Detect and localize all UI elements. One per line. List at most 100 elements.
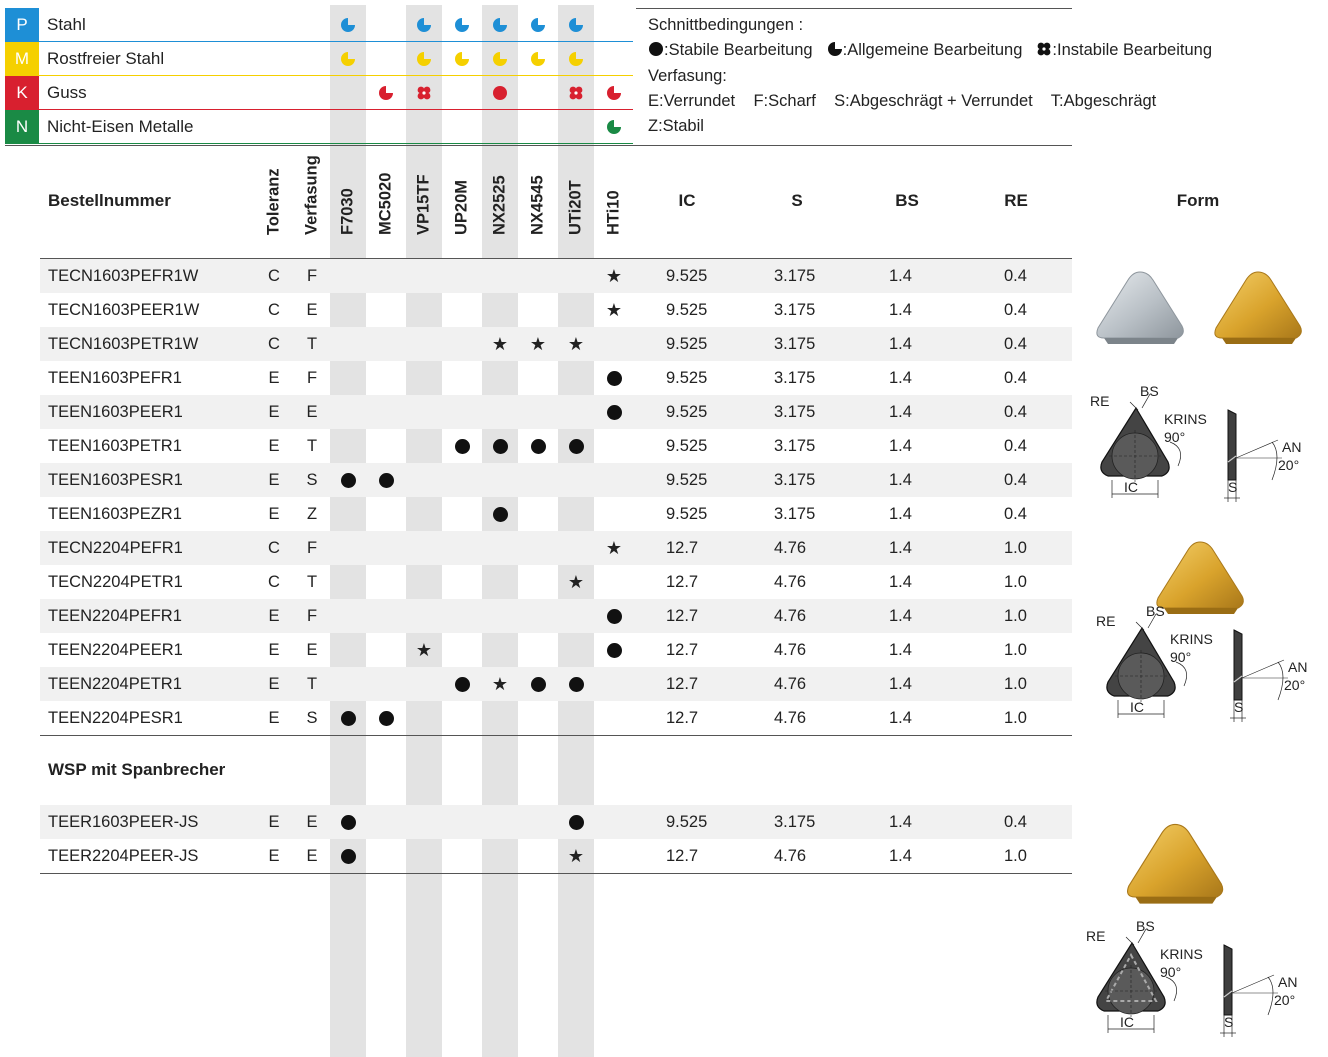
stable-dot-mark [450, 429, 474, 463]
ic-value: 9.525 [666, 334, 708, 353]
chamfer-value: E [306, 300, 318, 319]
chamfer-z: Z:Stabil [648, 117, 704, 135]
ic-value: 12.7 [666, 572, 699, 591]
header-tolerance-text: Toleranz [264, 168, 283, 235]
re-value: 1.0 [1004, 538, 1027, 557]
table-row: TECN2204PEFR1 C F ★ 12.7 4.76 1.4 1.0 [40, 531, 1072, 565]
header-bottom-line [40, 258, 1072, 259]
order-number: TEEN1603PEZR1 [48, 504, 182, 523]
re-value: 0.4 [1004, 470, 1027, 489]
header-grade-text: UTi20T [566, 180, 585, 235]
tolerance-value: E [268, 674, 280, 693]
header-grade: NX2525 [487, 150, 513, 254]
material-mark-allgemein [568, 17, 584, 33]
chamfer-value: E [306, 402, 318, 421]
s-value: 3.175 [774, 368, 816, 387]
order-number: TECN1603PEFR1W [48, 266, 199, 285]
material-row-n: N Nicht-Eisen Metalle [5, 110, 633, 144]
table-row: TEEN1603PETR1 E T 9.525 3.175 1.4 0.4 [40, 429, 1072, 463]
ic-value: 9.525 [666, 504, 708, 523]
table-row: TEEN2204PEFR1 E F 12.7 4.76 1.4 1.0 [40, 599, 1072, 633]
header-grade-text: HTi10 [604, 190, 623, 235]
bs-value: 1.4 [889, 368, 912, 387]
header-grade-text: UP20M [452, 179, 471, 235]
top-border [636, 8, 1072, 9]
insert-drawing-1603: RE BS KRINS 90° IC S AN 20° [1090, 383, 1301, 502]
dot-symbol [606, 370, 622, 386]
star-symbol: ★ [605, 266, 623, 286]
ic-value: 9.525 [666, 402, 708, 421]
material-name: Rostfreier Stahl [47, 49, 165, 68]
order-number: TECN2204PEFR1 [48, 538, 183, 557]
header-grade: NX4545 [525, 150, 551, 254]
diagram-label-re: RE [1086, 928, 1105, 944]
stable-dot-mark [602, 361, 626, 395]
insert-photo-grey [1096, 271, 1184, 344]
dot-symbol [606, 608, 622, 624]
material-mark-instabil [568, 85, 584, 101]
insert-photo-gold [1214, 271, 1302, 344]
order-number: TEEN2204PEFR1 [48, 606, 182, 625]
chamfer-value: T [306, 436, 318, 455]
legend-instabil-symbol [1036, 41, 1052, 62]
chamfer-value: E [306, 846, 318, 865]
header-grade-text: NX2525 [490, 175, 509, 235]
s-value: 3.175 [774, 300, 816, 319]
header-grade: F7030 [335, 150, 361, 254]
dot-symbol [606, 642, 622, 658]
stable-dot-mark [526, 429, 550, 463]
dot-symbol [340, 848, 356, 864]
re-value: 0.4 [1004, 266, 1027, 285]
stable-dot-mark [336, 805, 360, 839]
ic-value: 9.525 [666, 266, 708, 285]
diagram-label-re: RE [1090, 393, 1109, 409]
section-separator [40, 735, 1072, 736]
order-number: TEEN2204PETR1 [48, 674, 182, 693]
s-value: 3.175 [774, 812, 816, 831]
material-code: K [5, 76, 39, 110]
table-row: TEEN1603PEZR1 E Z 9.525 3.175 1.4 0.4 [40, 497, 1072, 531]
material-mark-allgemein [454, 17, 470, 33]
tolerance-value: C [268, 538, 280, 557]
dot-symbol [340, 472, 356, 488]
bs-value: 1.4 [889, 504, 912, 523]
header-re: RE [1004, 191, 1028, 210]
s-value: 4.76 [774, 538, 807, 557]
tolerance-value: C [268, 334, 280, 353]
header-grade: UTi20T [563, 150, 589, 254]
re-value: 1.0 [1004, 708, 1027, 727]
s-value: 3.175 [774, 436, 816, 455]
chamfer-value: F [306, 606, 318, 625]
bs-value: 1.4 [889, 470, 912, 489]
legend-allgemein-symbol [827, 41, 843, 62]
diagram-label-s: S [1228, 479, 1237, 495]
table-row: TECN1603PEFR1W C F ★ 9.525 3.175 1.4 0.4 [40, 259, 1072, 293]
material-row-p: P Stahl [5, 8, 633, 42]
re-value: 1.0 [1004, 606, 1027, 625]
stable-dot-mark [564, 667, 588, 701]
stable-dot-mark [336, 839, 360, 873]
ic-value: 9.525 [666, 300, 708, 319]
re-value: 0.4 [1004, 402, 1027, 421]
re-value: 0.4 [1004, 368, 1027, 387]
header-grade: UP20M [449, 150, 475, 254]
s-value: 3.175 [774, 402, 816, 421]
material-code: P [5, 8, 39, 42]
diagram-label-an: AN [1288, 659, 1307, 675]
insert-photo-gold-2204 [1156, 541, 1244, 614]
chamfer-value: S [306, 470, 318, 489]
chamfer-value: Z [306, 504, 318, 523]
header-ic: IC [678, 191, 696, 210]
table-row: TEEN1603PEFR1 E F 9.525 3.175 1.4 0.4 [40, 361, 1072, 395]
ic-value: 12.7 [666, 708, 699, 727]
stable-dot-mark [488, 497, 512, 531]
diagram-label-20: 20° [1278, 457, 1299, 473]
material-mark-allgemein [492, 17, 508, 33]
star-symbol: ★ [529, 334, 547, 354]
s-value: 4.76 [774, 846, 807, 865]
order-number: TEEN2204PESR1 [48, 708, 183, 727]
conditions-legend: :Stabile Bearbeitung:Allgemeine Bearbeit… [648, 41, 1212, 62]
material-mark-allgemein [606, 85, 622, 101]
diagram-label-20: 20° [1274, 992, 1295, 1008]
